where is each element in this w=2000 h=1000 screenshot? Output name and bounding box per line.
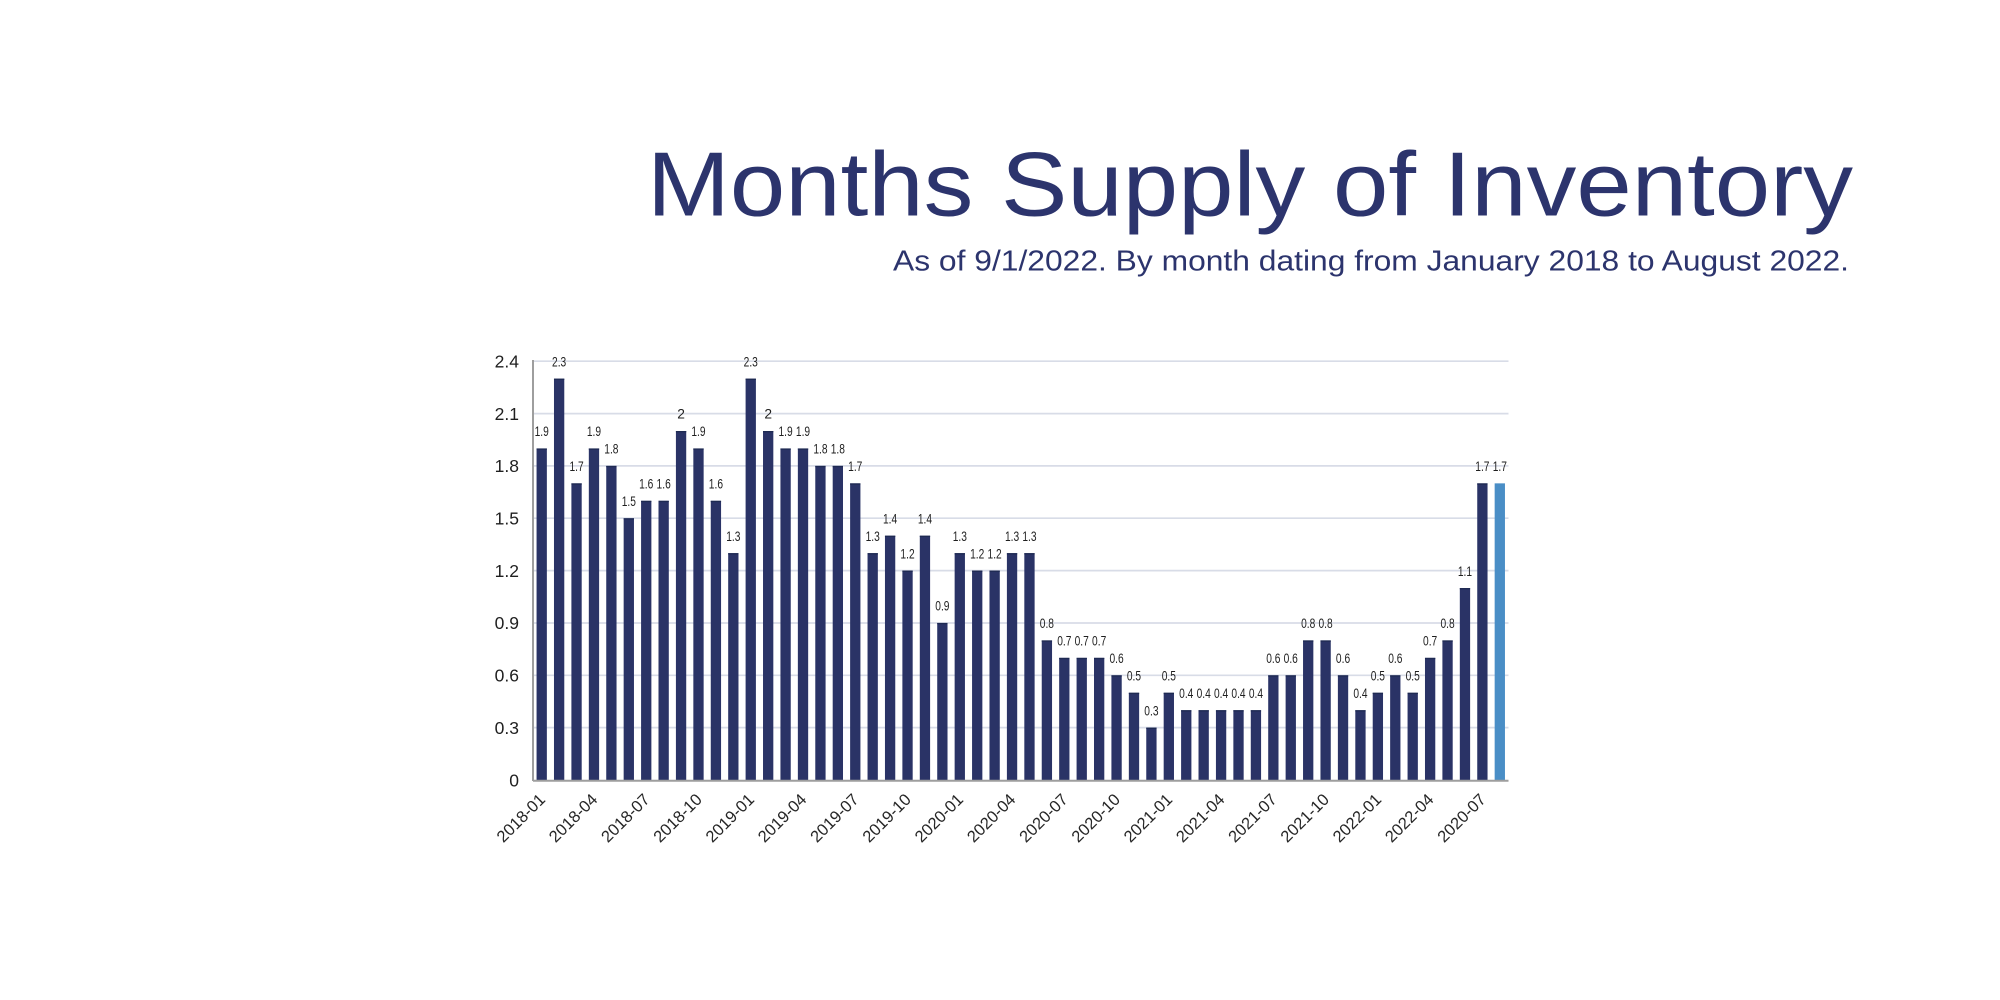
svg-text:0.8: 0.8 bbox=[1440, 616, 1454, 631]
svg-text:0.5: 0.5 bbox=[1371, 668, 1385, 683]
svg-text:0.7: 0.7 bbox=[1075, 634, 1089, 649]
svg-text:1.2: 1.2 bbox=[988, 546, 1002, 561]
svg-text:2.3: 2.3 bbox=[552, 354, 566, 369]
svg-text:0.5: 0.5 bbox=[1406, 668, 1420, 683]
svg-text:1.2: 1.2 bbox=[970, 546, 984, 561]
svg-text:2: 2 bbox=[764, 407, 772, 422]
svg-text:1.8: 1.8 bbox=[604, 442, 618, 457]
svg-text:0.9: 0.9 bbox=[495, 613, 519, 633]
svg-text:1.3: 1.3 bbox=[1022, 529, 1036, 544]
svg-text:2.4: 2.4 bbox=[495, 352, 520, 372]
svg-text:1.6: 1.6 bbox=[657, 477, 671, 492]
svg-text:0.4: 0.4 bbox=[1353, 686, 1367, 701]
svg-text:1.4: 1.4 bbox=[883, 511, 897, 526]
svg-text:1.9: 1.9 bbox=[796, 424, 810, 439]
svg-text:1.6: 1.6 bbox=[639, 477, 653, 492]
svg-text:1.7: 1.7 bbox=[1493, 459, 1507, 474]
svg-text:0.4: 0.4 bbox=[1179, 686, 1193, 701]
svg-text:0.8: 0.8 bbox=[1301, 616, 1315, 631]
svg-text:0.4: 0.4 bbox=[1249, 686, 1263, 701]
svg-text:0.3: 0.3 bbox=[495, 718, 519, 738]
svg-text:0.6: 0.6 bbox=[1109, 651, 1123, 666]
svg-text:0.8: 0.8 bbox=[1319, 616, 1333, 631]
svg-text:0.7: 0.7 bbox=[1092, 634, 1106, 649]
svg-text:0.5: 0.5 bbox=[1127, 668, 1141, 683]
svg-text:0.6: 0.6 bbox=[1388, 651, 1402, 666]
svg-text:0.4: 0.4 bbox=[1197, 686, 1211, 701]
svg-text:0.7: 0.7 bbox=[1423, 634, 1437, 649]
svg-text:1.7: 1.7 bbox=[1475, 459, 1489, 474]
svg-text:0.6: 0.6 bbox=[1336, 651, 1350, 666]
svg-text:1.8: 1.8 bbox=[813, 442, 827, 457]
svg-text:0.6: 0.6 bbox=[1284, 651, 1298, 666]
svg-text:1.5: 1.5 bbox=[495, 509, 519, 529]
svg-text:1.9: 1.9 bbox=[587, 424, 601, 439]
svg-text:1.2: 1.2 bbox=[900, 546, 914, 561]
svg-text:1.2: 1.2 bbox=[495, 561, 519, 581]
svg-text:1.9: 1.9 bbox=[691, 424, 705, 439]
svg-text:0.7: 0.7 bbox=[1057, 634, 1071, 649]
svg-text:1.9: 1.9 bbox=[535, 424, 549, 439]
svg-text:0.8: 0.8 bbox=[1040, 616, 1054, 631]
svg-text:1.9: 1.9 bbox=[778, 424, 792, 439]
svg-text:1.6: 1.6 bbox=[709, 477, 723, 492]
svg-text:0.9: 0.9 bbox=[935, 599, 949, 614]
svg-text:2: 2 bbox=[677, 407, 685, 422]
svg-text:0.4: 0.4 bbox=[1231, 686, 1245, 701]
svg-text:0.6: 0.6 bbox=[1266, 651, 1280, 666]
svg-text:As of 9/1/2022. By month datin: As of 9/1/2022. By month dating from Jan… bbox=[893, 246, 1849, 278]
svg-text:1.3: 1.3 bbox=[726, 529, 740, 544]
svg-text:1.7: 1.7 bbox=[848, 459, 862, 474]
svg-text:1.3: 1.3 bbox=[1005, 529, 1019, 544]
svg-text:1.5: 1.5 bbox=[622, 494, 636, 509]
svg-text:1.3: 1.3 bbox=[866, 529, 880, 544]
svg-text:1.7: 1.7 bbox=[569, 459, 583, 474]
svg-text:1.1: 1.1 bbox=[1458, 564, 1472, 579]
svg-text:2.1: 2.1 bbox=[495, 404, 519, 424]
svg-text:1.8: 1.8 bbox=[495, 456, 519, 476]
svg-text:0.5: 0.5 bbox=[1162, 668, 1176, 683]
svg-text:0: 0 bbox=[509, 770, 519, 790]
svg-text:2.3: 2.3 bbox=[744, 354, 758, 369]
svg-text:Months Supply of Inventory: Months Supply of Inventory bbox=[647, 135, 1854, 236]
svg-text:1.3: 1.3 bbox=[953, 529, 967, 544]
svg-text:0.4: 0.4 bbox=[1214, 686, 1228, 701]
svg-text:0.3: 0.3 bbox=[1144, 703, 1158, 718]
svg-text:1.4: 1.4 bbox=[918, 511, 932, 526]
svg-text:0.6: 0.6 bbox=[495, 666, 519, 686]
svg-text:1.8: 1.8 bbox=[831, 442, 845, 457]
